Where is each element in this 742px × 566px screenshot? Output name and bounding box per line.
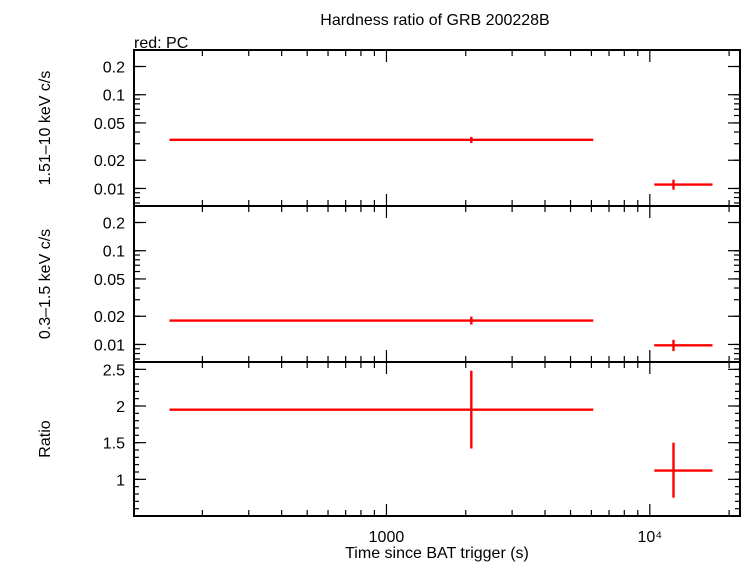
- y-tick-label: 2: [116, 399, 125, 416]
- y-axis-label-hard: 1.51–10 keV c/s: [37, 71, 54, 186]
- panel-frame-soft: [133, 205, 741, 363]
- panels-group: 0.20.10.050.020.011.51–10 keV c/s0.20.10…: [37, 49, 741, 546]
- y-axis-label-soft: 0.3–1.5 keV c/s: [37, 229, 54, 339]
- y-tick-label: 0.02: [94, 309, 125, 326]
- data-point-ratio-1: [169, 370, 594, 449]
- y-tick-label: 2.5: [103, 362, 125, 379]
- data-point-soft-2: [654, 339, 713, 352]
- x-tick-label: 10⁴: [637, 529, 662, 546]
- y-tick-label: 0.1: [103, 88, 125, 105]
- y-tick-label: 0.05: [94, 116, 125, 133]
- panel-ratio: 2.5 2 1.5 1 Ratio: [37, 361, 741, 517]
- x-tick-label: 1000: [369, 529, 405, 546]
- y-tick-label: 1.5: [103, 436, 125, 453]
- panel-hard: 0.2 0.1 0.05 0.02 0.01 1.51–10 keV c/s: [37, 49, 741, 207]
- data-point-soft-1: [169, 316, 594, 325]
- data-point-ratio-2: [654, 442, 713, 498]
- data-point-hard-2: [654, 179, 713, 190]
- y-tick-label: 0.01: [94, 337, 125, 354]
- x-axis-label: Time since BAT trigger (s): [345, 545, 529, 562]
- panel-frame-ratio: [133, 361, 741, 517]
- data-point-hard-1: [169, 136, 594, 144]
- y-tick-label: 0.01: [94, 181, 125, 198]
- y-tick-label: 0.2: [103, 60, 125, 77]
- panel-soft: 0.2 0.1 0.05 0.02 0.01 0.3–1.5 keV c/s: [37, 205, 741, 363]
- panel-frame-hard: [133, 49, 741, 207]
- y-tick-label: 0.05: [94, 272, 125, 289]
- y-tick-label: 1: [116, 472, 125, 489]
- y-tick-label: 0.1: [103, 244, 125, 261]
- y-axis-label-ratio: Ratio: [37, 420, 54, 457]
- y-tick-label: 0.02: [94, 153, 125, 170]
- chart-title: Hardness ratio of GRB 200228B: [320, 12, 549, 29]
- chart-subtitle: red: PC: [134, 35, 188, 52]
- y-tick-label: 0.2: [103, 216, 125, 233]
